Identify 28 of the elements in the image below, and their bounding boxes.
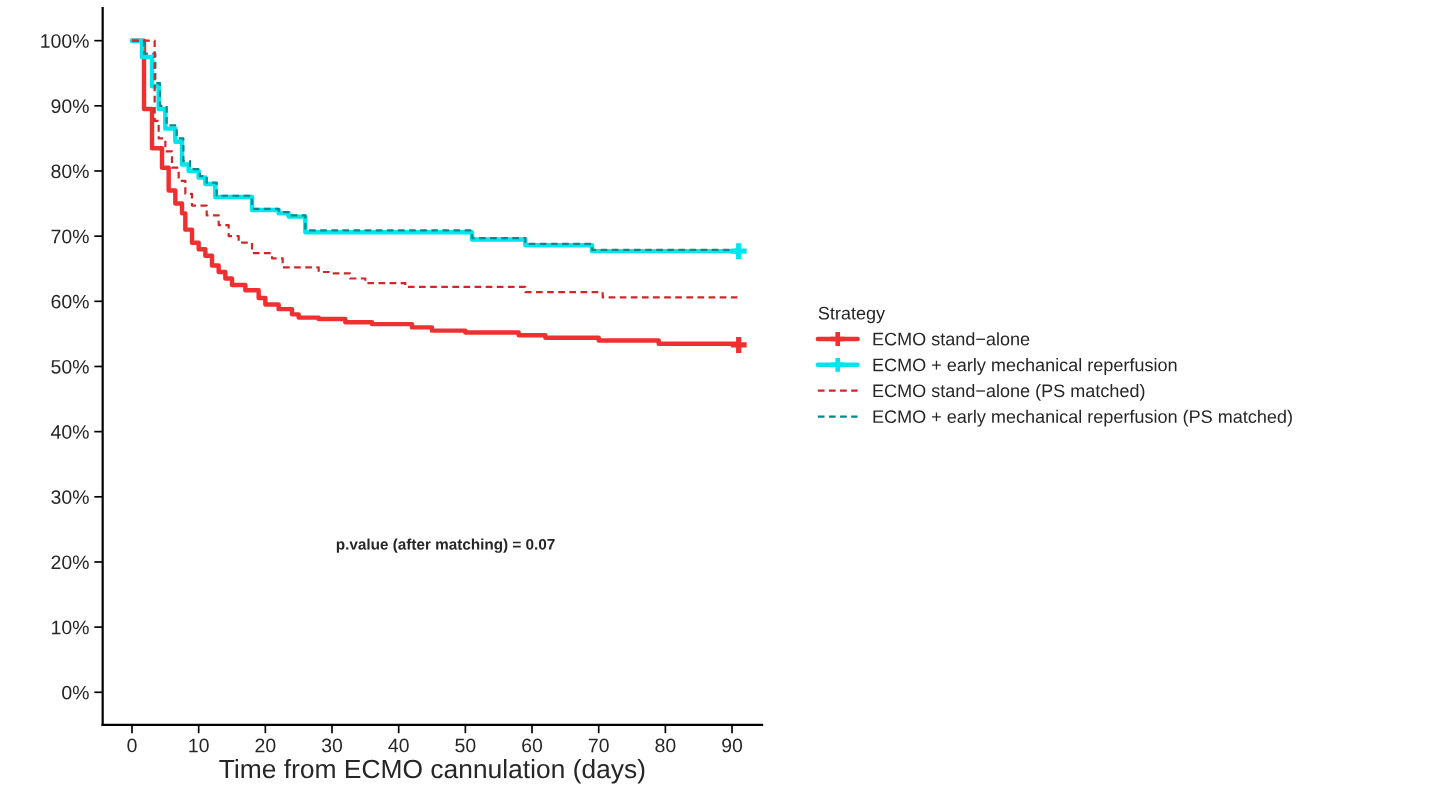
x-tick-label: 50 — [455, 738, 476, 753]
annotation: p.value (after matching) = 0.07 — [336, 538, 555, 553]
y-tick-label: 30% — [51, 490, 89, 505]
x-tick-label: 80 — [655, 738, 676, 753]
legend-label: ECMO + early mechanical reperfusion — [873, 358, 1177, 375]
y-tick-label: 40% — [51, 425, 89, 439]
x-tick-label: 0 — [127, 738, 137, 753]
y-tick-label: 50% — [51, 359, 89, 374]
y-tick-label: 90% — [51, 99, 89, 114]
x-axis-title: Time from ECMO cannulation (days) — [219, 758, 645, 784]
y-tick-label: 10% — [52, 620, 89, 635]
y-tick-label: 80% — [51, 164, 89, 179]
y-tick-label: 0% — [62, 685, 89, 700]
x-tick-label: 20 — [255, 738, 276, 753]
legend-label: ECMO stand−alone — [873, 332, 1030, 346]
x-tick-label: 70 — [588, 738, 609, 753]
legend-title: Strategy — [818, 306, 886, 324]
x-tick-label: 40 — [388, 738, 409, 753]
legend-label: ECMO stand−alone (PS matched) — [873, 383, 1145, 401]
y-tick-label: 20% — [51, 555, 89, 570]
x-tick-label: 90 — [722, 738, 743, 753]
x-tick-label: 60 — [522, 738, 543, 753]
y-tick-label: 70% — [51, 229, 89, 244]
y-tick-label: 60% — [51, 294, 89, 309]
x-tick-label: 30 — [321, 738, 343, 753]
legend-label: ECMO + early mechanical reperfusion (PS matched) — [873, 409, 1292, 427]
y-tick-label: 100% — [41, 34, 89, 48]
x-tick-label: 10 — [189, 738, 209, 753]
